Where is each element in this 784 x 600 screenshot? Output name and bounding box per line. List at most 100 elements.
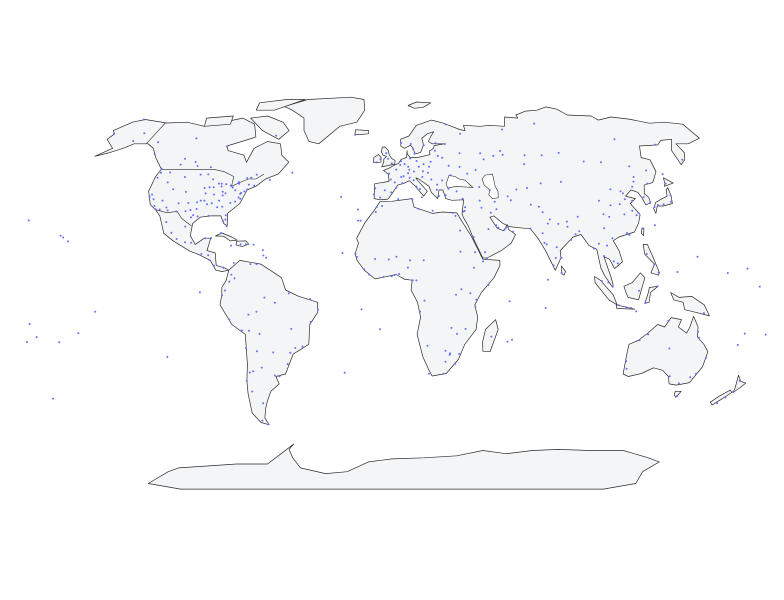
scatter-point[interactable] bbox=[625, 306, 628, 309]
scatter-point[interactable] bbox=[294, 347, 297, 349]
scatter-point[interactable] bbox=[422, 259, 425, 262]
scatter-point[interactable] bbox=[356, 256, 358, 258]
scatter-point[interactable] bbox=[356, 208, 359, 211]
scatter-point[interactable] bbox=[578, 230, 581, 233]
scatter-point[interactable] bbox=[225, 183, 228, 186]
scatter-point[interactable] bbox=[204, 192, 207, 195]
scatter-point[interactable] bbox=[374, 211, 377, 213]
scatter-point[interactable] bbox=[255, 350, 258, 353]
scatter-point[interactable] bbox=[501, 128, 504, 131]
scatter-point[interactable] bbox=[475, 298, 478, 301]
scatter-point[interactable] bbox=[398, 273, 401, 275]
scatter-point[interactable] bbox=[548, 218, 551, 221]
scatter-point[interactable] bbox=[393, 274, 396, 276]
scatter-point[interactable] bbox=[262, 402, 265, 405]
scatter-point[interactable] bbox=[35, 336, 38, 339]
scatter-point[interactable] bbox=[490, 335, 493, 338]
scatter-point[interactable] bbox=[407, 172, 410, 175]
scatter-point[interactable] bbox=[443, 143, 446, 145]
scatter-point[interactable] bbox=[161, 199, 164, 202]
scatter-point[interactable] bbox=[407, 165, 410, 168]
scatter-point[interactable] bbox=[508, 300, 511, 303]
scatter-point[interactable] bbox=[454, 362, 457, 365]
scatter-point[interactable] bbox=[395, 168, 398, 171]
scatter-point[interactable] bbox=[381, 205, 383, 207]
scatter-point[interactable] bbox=[67, 240, 69, 243]
scatter-point[interactable] bbox=[252, 370, 255, 373]
scatter-point[interactable] bbox=[697, 330, 700, 333]
scatter-point[interactable] bbox=[547, 278, 550, 281]
scatter-point[interactable] bbox=[669, 194, 672, 197]
scatter-point[interactable] bbox=[143, 132, 146, 135]
scatter-point[interactable] bbox=[482, 260, 485, 263]
scatter-point[interactable] bbox=[238, 182, 241, 185]
scatter-point[interactable] bbox=[454, 214, 457, 217]
scatter-point[interactable] bbox=[395, 255, 398, 258]
scatter-point[interactable] bbox=[190, 216, 192, 219]
scatter-point[interactable] bbox=[495, 224, 498, 227]
scatter-point[interactable] bbox=[409, 157, 412, 160]
scatter-point[interactable] bbox=[611, 237, 614, 240]
scatter-point[interactable] bbox=[455, 190, 458, 193]
scatter-point[interactable] bbox=[641, 227, 644, 230]
scatter-point[interactable] bbox=[291, 171, 294, 174]
scatter-point[interactable] bbox=[474, 169, 477, 171]
scatter-point[interactable] bbox=[148, 195, 151, 198]
scatter-point[interactable] bbox=[541, 211, 544, 214]
scatter-point[interactable] bbox=[357, 219, 359, 222]
scatter-point[interactable] bbox=[58, 341, 61, 344]
scatter-point[interactable] bbox=[375, 161, 378, 164]
scatter-point[interactable] bbox=[265, 256, 268, 259]
scatter-point[interactable] bbox=[354, 133, 357, 136]
scatter-point[interactable] bbox=[419, 188, 421, 190]
scatter-point[interactable] bbox=[437, 195, 440, 198]
scatter-point[interactable] bbox=[400, 176, 403, 178]
scatter-point[interactable] bbox=[157, 141, 160, 144]
scatter-point[interactable] bbox=[199, 173, 202, 176]
scatter-point[interactable] bbox=[480, 206, 483, 209]
scatter-point[interactable] bbox=[273, 374, 276, 377]
scatter-point[interactable] bbox=[343, 371, 346, 374]
scatter-point[interactable] bbox=[429, 160, 432, 163]
scatter-point[interactable] bbox=[746, 267, 749, 270]
scatter-point[interactable] bbox=[212, 264, 215, 267]
scatter-point[interactable] bbox=[736, 344, 739, 346]
scatter-point[interactable] bbox=[460, 288, 463, 291]
scatter-point[interactable] bbox=[607, 281, 610, 284]
scatter-point[interactable] bbox=[153, 153, 156, 156]
scatter-point[interactable] bbox=[249, 263, 252, 266]
scatter-point[interactable] bbox=[246, 177, 249, 179]
scatter-point[interactable] bbox=[221, 190, 224, 193]
scatter-point[interactable] bbox=[409, 143, 412, 145]
scatter-point[interactable] bbox=[600, 161, 602, 164]
scatter-point[interactable] bbox=[142, 118, 145, 121]
scatter-point[interactable] bbox=[449, 174, 452, 177]
scatter-point[interactable] bbox=[159, 171, 162, 174]
scatter-point[interactable] bbox=[653, 206, 656, 208]
scatter-point[interactable] bbox=[245, 379, 248, 382]
scatter-point[interactable] bbox=[488, 189, 491, 192]
scatter-point[interactable] bbox=[208, 259, 211, 262]
scatter-point[interactable] bbox=[132, 140, 135, 143]
scatter-point[interactable] bbox=[444, 123, 447, 126]
scatter-point[interactable] bbox=[216, 206, 219, 209]
scatter-point[interactable] bbox=[509, 199, 512, 202]
scatter-point[interactable] bbox=[354, 252, 357, 255]
scatter-point[interactable] bbox=[248, 371, 251, 374]
scatter-point[interactable] bbox=[379, 328, 381, 331]
scatter-point[interactable] bbox=[192, 214, 195, 217]
scatter-point[interactable] bbox=[218, 199, 220, 202]
scatter-point[interactable] bbox=[309, 321, 312, 323]
scatter-point[interactable] bbox=[644, 301, 647, 304]
scatter-point[interactable] bbox=[631, 185, 634, 188]
scatter-point[interactable] bbox=[233, 277, 236, 280]
scatter-point[interactable] bbox=[428, 165, 431, 168]
scatter-point[interactable] bbox=[190, 241, 193, 244]
scatter-point[interactable] bbox=[474, 251, 477, 254]
scatter-point[interactable] bbox=[402, 175, 405, 178]
scatter-point[interactable] bbox=[503, 228, 506, 231]
scatter-point[interactable] bbox=[609, 204, 612, 207]
scatter-point[interactable] bbox=[247, 183, 250, 186]
scatter-point[interactable] bbox=[458, 352, 461, 355]
